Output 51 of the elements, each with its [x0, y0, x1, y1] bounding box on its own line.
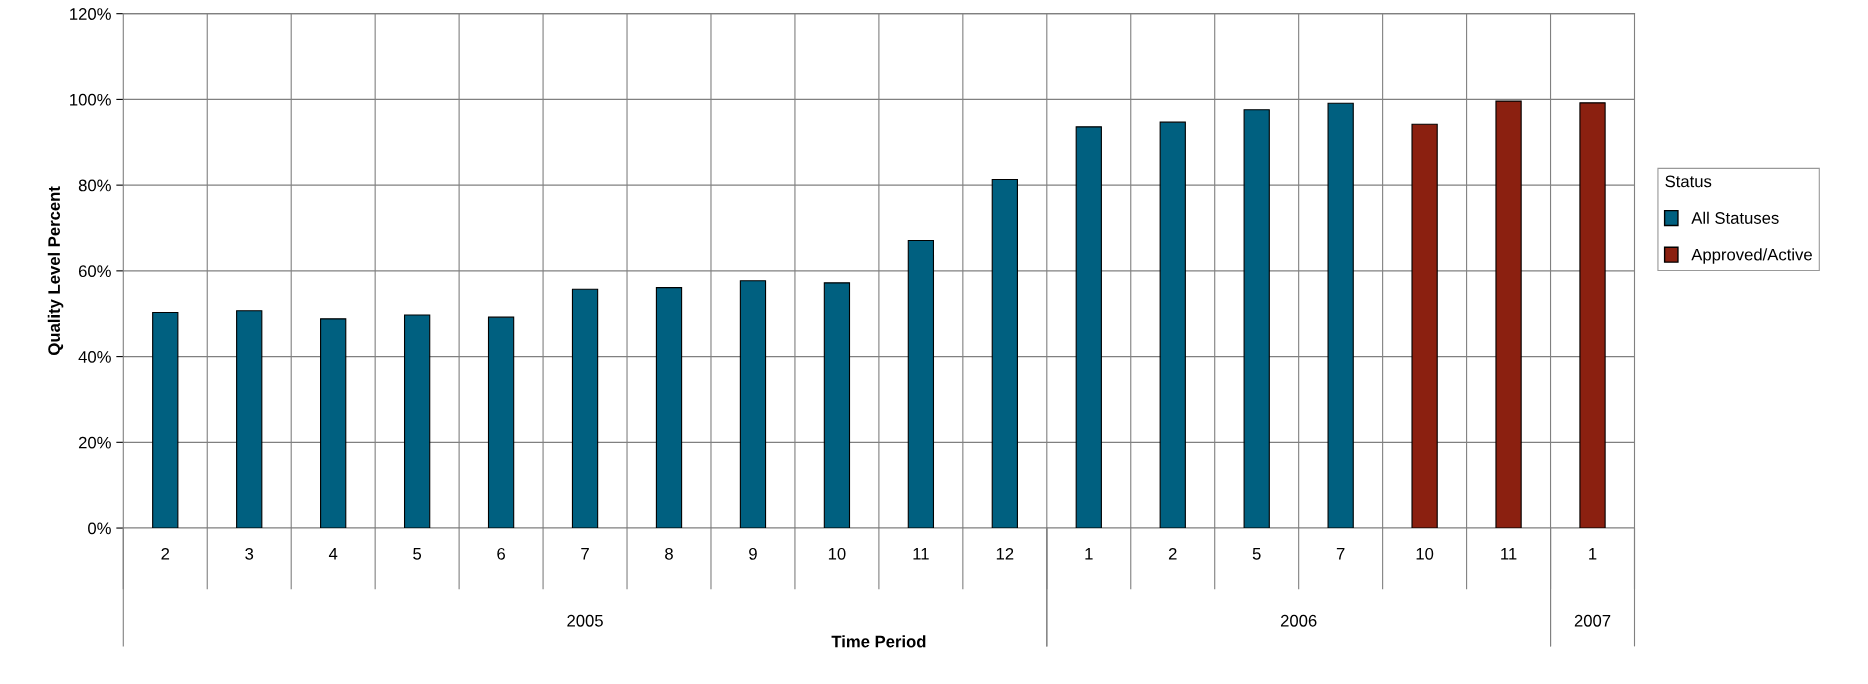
bar [1243, 109, 1270, 529]
x-tick-label: 1 [1589, 548, 1597, 560]
x-axis-title: Time Period [831, 635, 926, 648]
x-tick-label: 4 [328, 548, 338, 560]
y-axis-title: Quality Level Percent [47, 186, 64, 355]
bar [236, 310, 263, 529]
x-tick-label: 7 [581, 548, 589, 560]
bar [991, 179, 1018, 529]
x-tick-label: 11 [913, 548, 929, 560]
text: 2005 [567, 614, 603, 627]
bar [1159, 121, 1186, 529]
x-tick-label: 5 [1252, 548, 1261, 560]
x-tick-label: 10 [1416, 547, 1434, 560]
x-tick-label: 11 [1501, 548, 1517, 560]
y-tick-label: 0% [88, 522, 111, 535]
bar [1411, 123, 1438, 529]
bar [152, 311, 179, 529]
x-tick-label: 1 [1085, 548, 1093, 560]
legend-label: Approved/Active [1691, 248, 1812, 264]
bar [907, 239, 935, 529]
bar [1495, 100, 1522, 529]
bar [823, 282, 851, 529]
bar [487, 316, 515, 529]
x-tick-label: 6 [497, 547, 505, 560]
bar [1579, 102, 1606, 529]
x-tick-label: 8 [665, 547, 673, 560]
x-tick-label: 12 [996, 547, 1014, 560]
bar [1075, 126, 1102, 529]
y-tick-label: 40% [78, 350, 111, 363]
y-tick-label: 100% [70, 93, 111, 106]
bar [320, 318, 347, 529]
x-tick-label: 2 [161, 547, 170, 560]
text: 2006 [1280, 614, 1317, 627]
x-tick-label: 5 [413, 548, 422, 560]
y-tick-label: 20% [78, 436, 111, 449]
bar [1327, 102, 1354, 529]
bar [571, 288, 599, 529]
text: 2007 [1574, 614, 1611, 627]
x-tick-label: 9 [749, 547, 757, 560]
y-tick-label: 80% [78, 179, 111, 192]
x-tick-label: 10 [828, 547, 846, 560]
x-tick-label: 3 [245, 547, 254, 560]
x-tick-label: 7 [1336, 548, 1345, 560]
bar [655, 287, 683, 529]
legend-title: Status [1665, 175, 1712, 188]
legend-label: All Statuses [1691, 211, 1779, 224]
bar [403, 314, 431, 529]
y-tick-label: 120% [70, 8, 111, 20]
x-tick-label: 2 [1168, 547, 1177, 560]
bar [739, 280, 767, 529]
y-tick-label: 60% [78, 265, 111, 278]
